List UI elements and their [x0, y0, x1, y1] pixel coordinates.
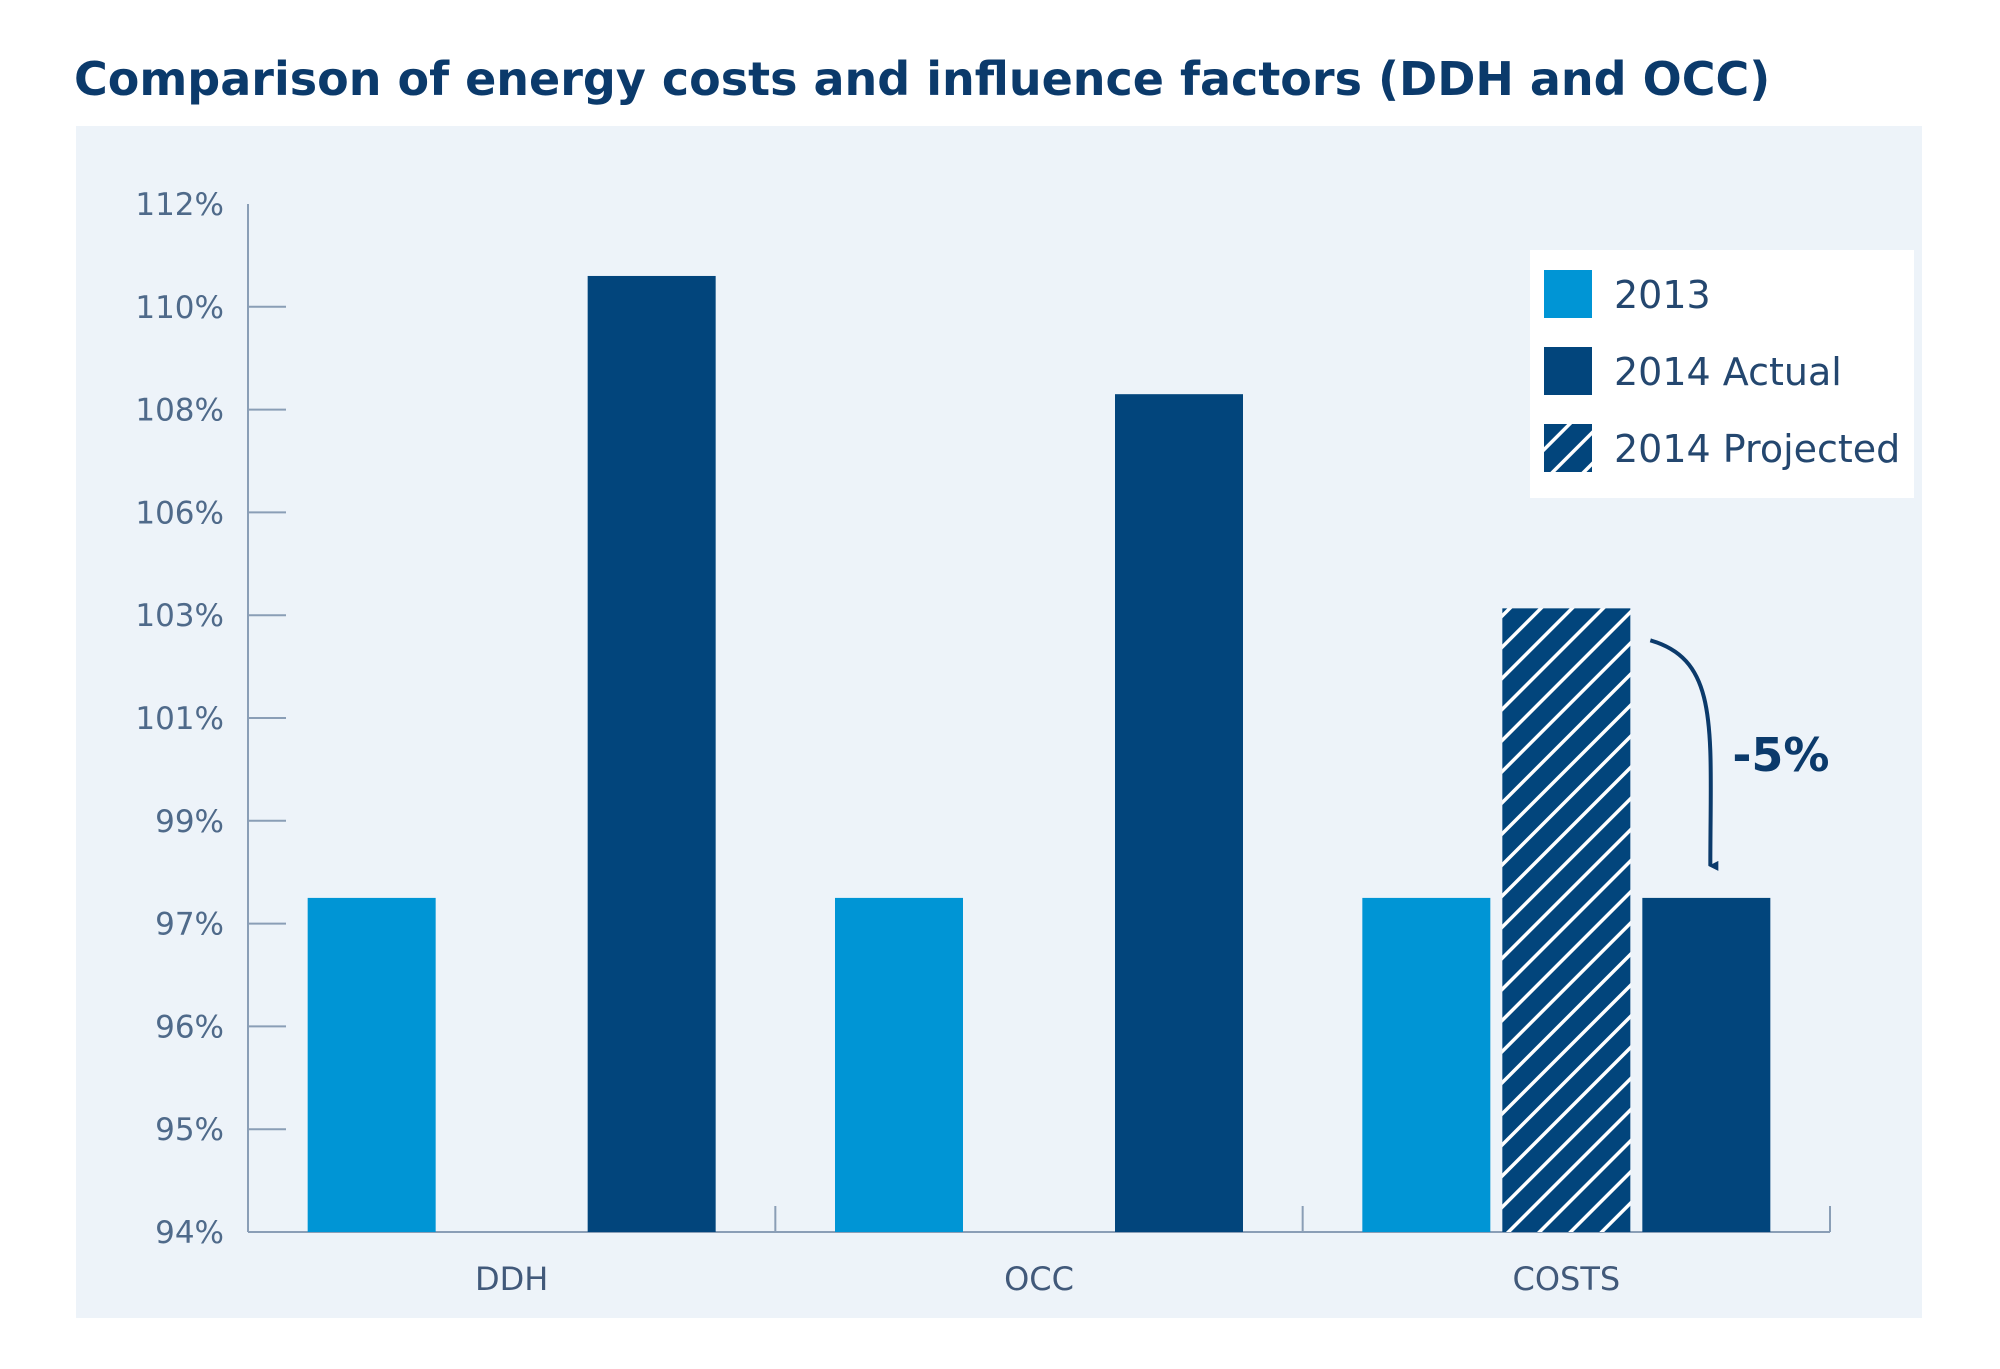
legend-label: 2014 Actual — [1614, 350, 1842, 394]
legend-swatch — [1544, 424, 1592, 472]
bar-ddh-2013 — [307, 897, 436, 1232]
y-tick-label: 103% — [135, 598, 224, 634]
chart-title: Comparison of energy costs and influence… — [74, 52, 1771, 106]
y-tick-label: 112% — [135, 187, 224, 223]
axes: 94% 95% 96% 97% 99% 101% 103% 106% 108% 110% 112% — [135, 187, 1831, 1251]
x-category-label: OCC — [1004, 1260, 1074, 1298]
x-category-label: DDH — [475, 1260, 548, 1298]
legend-swatch — [1544, 347, 1592, 395]
y-tick-label: 95% — [155, 1112, 224, 1148]
y-tick-label: 96% — [155, 1009, 224, 1045]
bar-costs-2014-projected — [1502, 608, 1631, 1232]
bar-costs-2014-actual — [1642, 897, 1771, 1232]
category-labels: DDH OCC COSTS — [475, 1260, 1620, 1298]
y-tick-label: 106% — [135, 495, 224, 531]
bars — [307, 275, 1771, 1233]
y-tick-label: 101% — [135, 701, 224, 737]
bar-costs-2013 — [1362, 897, 1491, 1232]
y-tick-label: 110% — [135, 290, 224, 326]
y-tick-label: 99% — [155, 804, 224, 840]
legend: 2013 2014 Actual 2014 Projected — [1530, 250, 1914, 498]
annotations: -5% — [1649, 638, 1830, 871]
legend-swatch — [1544, 270, 1592, 318]
x-category-label: COSTS — [1512, 1260, 1620, 1298]
legend-label: 2014 Projected — [1614, 427, 1900, 471]
reduction-label: -5% — [1732, 728, 1829, 782]
y-tick-label: 94% — [155, 1215, 224, 1251]
legend-label: 2013 — [1614, 273, 1711, 317]
bar-occ-2013 — [835, 897, 963, 1232]
bar-ddh-2014-actual — [587, 275, 716, 1233]
legend-box — [1530, 250, 1914, 498]
reduction-arrow — [1649, 638, 1719, 871]
y-tick-label: 108% — [135, 393, 224, 429]
y-tick-label: 97% — [155, 907, 224, 943]
bar-occ-2014-actual — [1115, 394, 1243, 1232]
